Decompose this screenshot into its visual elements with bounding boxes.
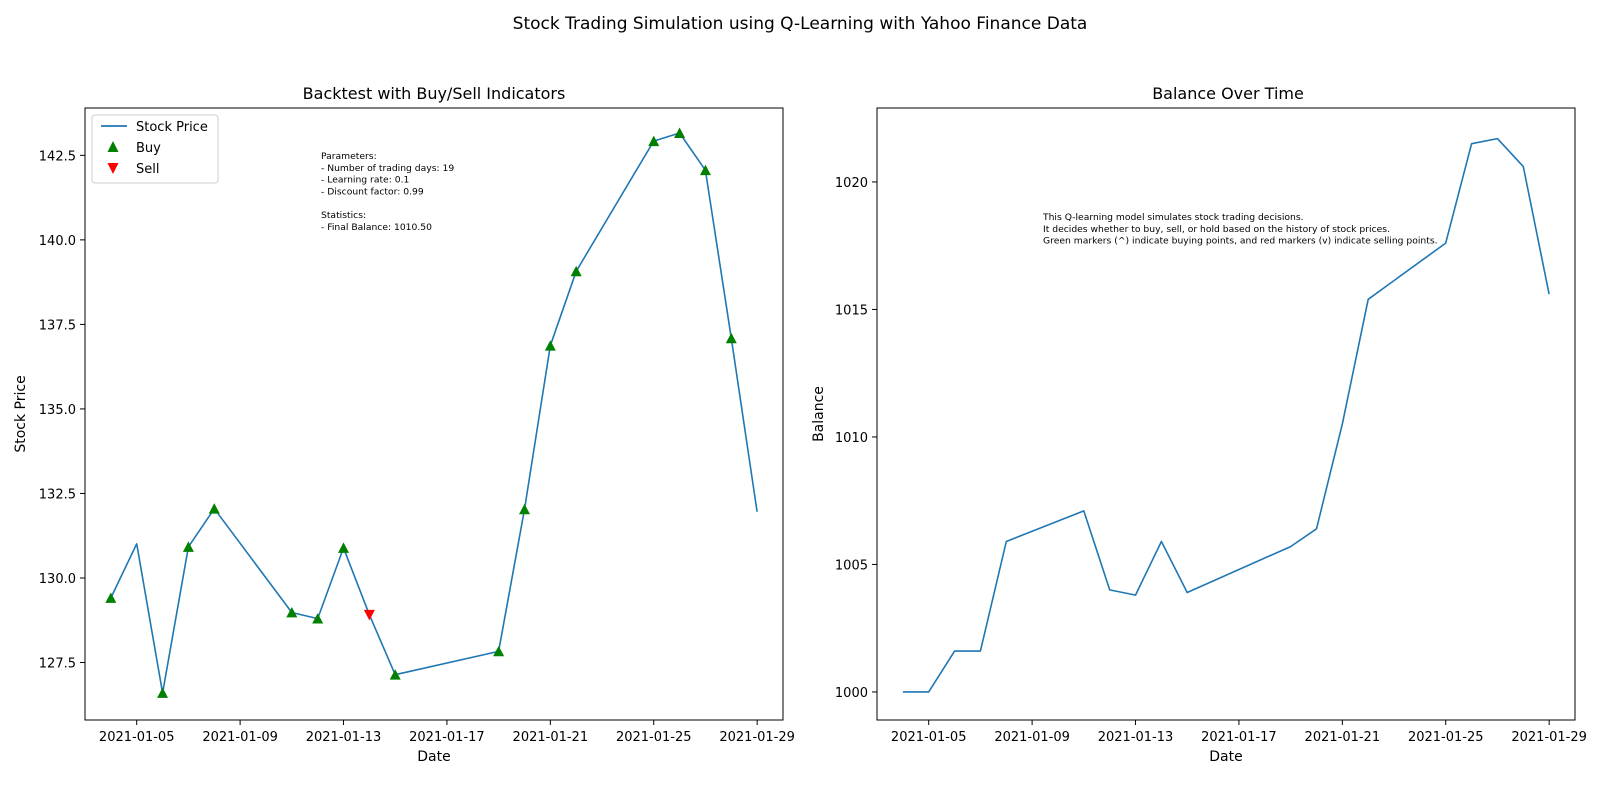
backtest-annotation-line: - Final Balance: 1010.50	[321, 222, 432, 233]
balance-annotation-line: It decides whether to buy, sell, or hold…	[1043, 224, 1390, 235]
buy-marker	[674, 127, 686, 138]
balance-x-tick-label: 2021-01-25	[1408, 730, 1484, 745]
backtest-y-tick-label: 140.0	[39, 234, 76, 249]
balance-y-tick-label: 1000	[835, 686, 868, 701]
buy-marker	[338, 542, 350, 553]
balance-series-line	[902, 137, 1550, 693]
legend-box	[91, 114, 219, 184]
buy-marker	[544, 340, 556, 351]
balance-ylabel: Balance	[811, 386, 827, 442]
buy-marker	[518, 503, 530, 515]
backtest-annotation-line: Parameters:	[321, 151, 377, 162]
legend: Stock Price Buy Sell	[91, 114, 219, 184]
backtest-y-tick-label: 137.5	[39, 318, 76, 333]
buy-marker	[570, 265, 582, 277]
buy-marker	[699, 164, 711, 176]
balance-y-tick-label: 1005	[835, 558, 868, 573]
backtest-y-tick-label: 127.5	[39, 657, 76, 672]
buy-marker	[312, 613, 324, 624]
backtest-series-line	[110, 132, 758, 694]
balance-y-tick-label: 1015	[835, 303, 868, 318]
buy-marker	[389, 669, 401, 680]
backtest-x-tick-label: 2021-01-17	[409, 730, 485, 745]
balance-x-tick-label: 2021-01-17	[1201, 730, 1277, 745]
balance-annotation-line: This Q-learning model simulates stock tr…	[1042, 212, 1304, 223]
balance-annotation-line: Green markers (^) indicate buying points…	[1043, 236, 1438, 247]
backtest-y-tick-label: 132.5	[39, 487, 76, 502]
backtest-plot-frame	[84, 107, 784, 721]
balance-title: Balance Over Time	[1152, 84, 1304, 103]
balance-plot-frame	[876, 107, 1576, 721]
buy-marker	[157, 687, 169, 698]
balance-x-tick-label: 2021-01-09	[994, 730, 1070, 745]
backtest-ticks: 2021-01-05 2021-01-09 2021-01-13 2021-01-17…	[39, 149, 795, 745]
balance-x-tick-label: 2021-01-29	[1511, 730, 1587, 745]
backtest-y-tick-label: 130.0	[39, 572, 76, 587]
legend-buy-swatch	[107, 141, 119, 152]
buy-marker	[286, 606, 298, 618]
legend-label-buy: Buy	[136, 141, 161, 156]
buy-marker	[208, 503, 220, 514]
balance-x-tick-label: 2021-01-05	[891, 730, 967, 745]
balance-xlabel: Date	[1209, 749, 1242, 765]
legend-label-stock-price: Stock Price	[136, 120, 208, 135]
backtest-annotation-line: - Discount factor: 0.99	[321, 186, 424, 197]
balance-ticks: 2021-01-05 2021-01-09 2021-01-13 2021-01-17…	[835, 176, 1587, 745]
backtest-chart: Backtest with Buy/Sell Indicators 2021-0…	[13, 84, 795, 765]
backtest-x-tick-label: 2021-01-09	[202, 730, 278, 745]
backtest-title: Backtest with Buy/Sell Indicators	[303, 84, 566, 103]
buy-marker	[105, 592, 117, 603]
backtest-annotation: Parameters:- Number of trading days: 19-…	[321, 151, 454, 233]
balance-annotation: This Q-learning model simulates stock tr…	[1042, 212, 1438, 247]
backtest-y-tick-label: 135.0	[39, 403, 76, 418]
balance-x-tick-label: 2021-01-13	[1098, 730, 1174, 745]
balance-marks	[902, 137, 1550, 693]
balance-x-tick-label: 2021-01-21	[1305, 730, 1381, 745]
backtest-y-tick-label: 142.5	[39, 149, 76, 164]
balance-chart: Balance Over Time 2021-01-05 2021-01-09 20…	[811, 84, 1587, 765]
backtest-annotation-line: - Number of trading days: 19	[321, 163, 454, 174]
backtest-x-tick-label: 2021-01-29	[719, 730, 795, 745]
buy-marker	[182, 541, 194, 552]
balance-y-tick-label: 1020	[835, 176, 868, 191]
backtest-x-tick-label: 2021-01-25	[616, 730, 692, 745]
buy-marker	[493, 645, 505, 657]
backtest-xlabel: Date	[417, 749, 450, 765]
backtest-annotation-line: Statistics:	[321, 210, 366, 221]
legend-label-sell: Sell	[136, 162, 159, 177]
backtest-x-tick-label: 2021-01-05	[99, 730, 175, 745]
backtest-annotation-line: - Learning rate: 0.1	[321, 175, 409, 186]
backtest-ylabel: Stock Price	[13, 375, 29, 452]
balance-y-tick-label: 1010	[835, 431, 868, 446]
backtest-x-tick-label: 2021-01-21	[513, 730, 589, 745]
buy-marker	[648, 135, 660, 147]
backtest-marks	[105, 127, 758, 698]
buy-marker	[725, 332, 737, 344]
backtest-x-tick-label: 2021-01-13	[306, 730, 382, 745]
figure-suptitle: Stock Trading Simulation using Q-Learnin…	[513, 14, 1088, 34]
sell-marker	[363, 609, 375, 621]
legend-sell-swatch	[107, 163, 119, 174]
